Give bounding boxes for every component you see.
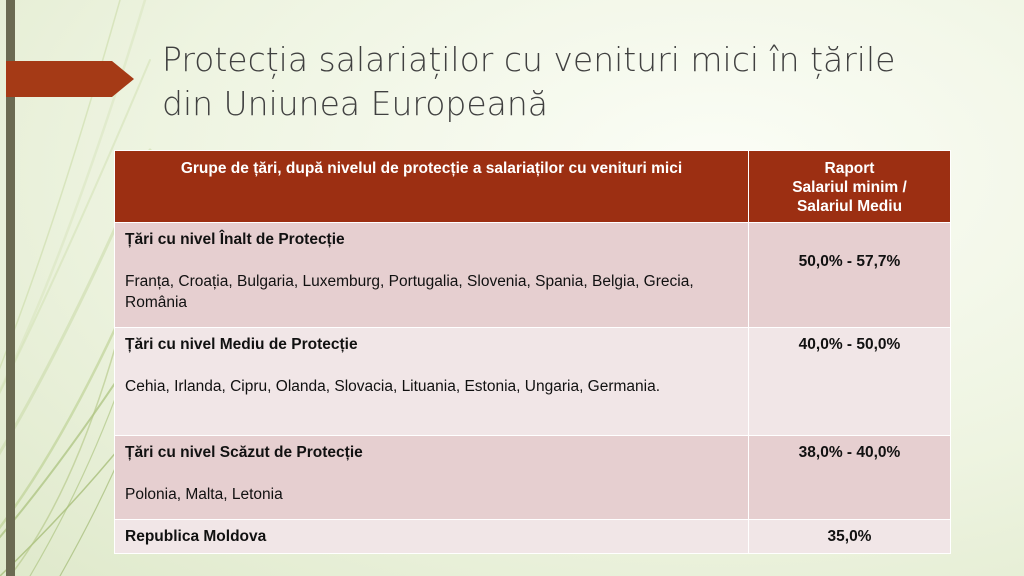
ratio-value: 50,0% - 57,7% bbox=[748, 222, 951, 328]
group-cell: Țări cu nivel Mediu de Protecție Cehia, … bbox=[114, 327, 749, 436]
ratio-value: 35,0% bbox=[748, 519, 951, 554]
protection-table: Grupe de țări, după nivelul de protecție… bbox=[114, 150, 951, 554]
header-ratio-line2: Salariul minim / bbox=[792, 179, 907, 196]
group-cell: Țări cu nivel Scăzut de Protecție Poloni… bbox=[114, 435, 749, 520]
slide-title: Protecția salariaților cu venituri mici … bbox=[162, 38, 992, 126]
table-row-medium-protection: Țări cu nivel Mediu de Protecție Cehia, … bbox=[114, 327, 951, 436]
slide-title-line2: din Uniunea Europeană bbox=[162, 84, 549, 123]
table-header-row: Grupe de țări, după nivelul de protecție… bbox=[114, 150, 951, 223]
title-arrow-marker bbox=[6, 61, 134, 97]
group-countries: Polonia, Malta, Letonia bbox=[125, 486, 283, 503]
table-row-moldova: Republica Moldova 35,0% bbox=[114, 519, 951, 554]
group-name: Țări cu nivel Scăzut de Protecție bbox=[125, 444, 363, 461]
table-row-high-protection: Țări cu nivel Înalt de Protecție Franța,… bbox=[114, 222, 951, 328]
header-ratio-line3: Salariul Mediu bbox=[796, 198, 903, 215]
table-row-low-protection: Țări cu nivel Scăzut de Protecție Poloni… bbox=[114, 435, 951, 520]
left-vertical-bar bbox=[6, 0, 15, 576]
group-cell: Republica Moldova bbox=[114, 519, 749, 554]
group-name: Țări cu nivel Înalt de Protecție bbox=[125, 231, 345, 248]
group-countries: Cehia, Irlanda, Cipru, Olanda, Slovacia,… bbox=[125, 378, 661, 395]
header-ratio-line1: Raport bbox=[824, 160, 875, 177]
group-cell: Țări cu nivel Înalt de Protecție Franța,… bbox=[114, 222, 749, 328]
slide-title-line1: Protecția salariaților cu venituri mici … bbox=[162, 40, 896, 79]
header-ratio: Raport Salariul minim / Salariul Mediu bbox=[748, 150, 951, 223]
group-countries: Franța, Croația, Bulgaria, Luxemburg, Po… bbox=[125, 273, 694, 311]
group-name: Țări cu nivel Mediu de Protecție bbox=[125, 336, 358, 353]
header-country-groups: Grupe de țări, după nivelul de protecție… bbox=[114, 150, 749, 223]
ratio-value: 38,0% - 40,0% bbox=[748, 435, 951, 520]
ratio-value: 40,0% - 50,0% bbox=[748, 327, 951, 436]
group-name: Republica Moldova bbox=[125, 528, 267, 545]
